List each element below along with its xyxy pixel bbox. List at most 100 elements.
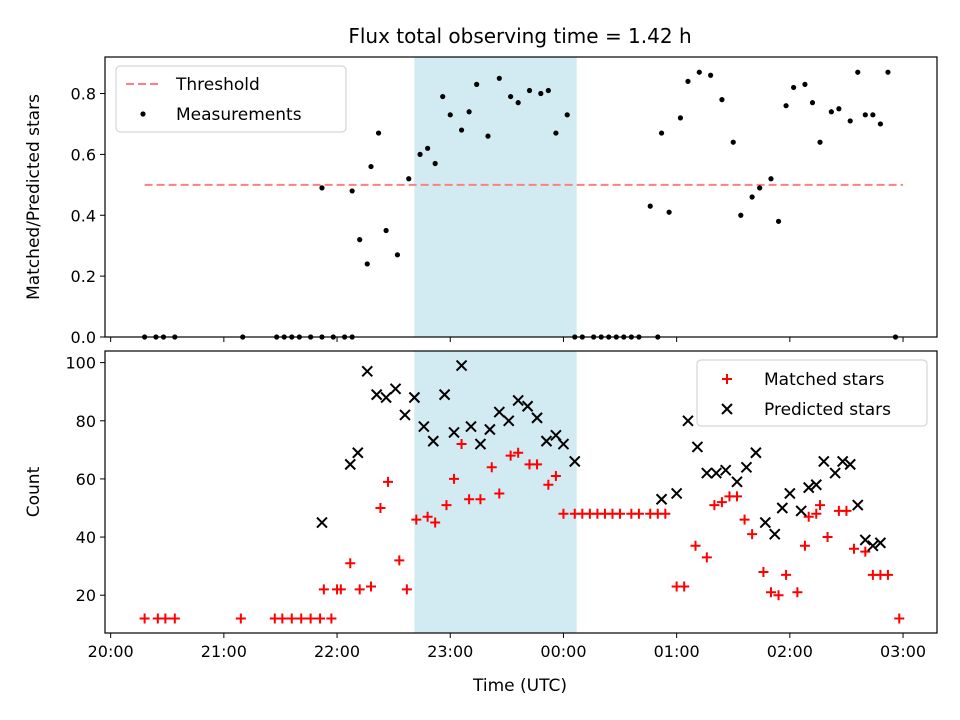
predicted-star-marker bbox=[569, 455, 581, 468]
predicted-star-marker bbox=[818, 455, 830, 468]
matched-star-marker bbox=[765, 587, 776, 598]
y-tick-label: 20 bbox=[76, 586, 96, 605]
top-panel: 0.0 0.2 0.4 0.6 0.8 Matched/Predicted stars Th… bbox=[24, 56, 938, 347]
matched-star-marker bbox=[394, 555, 405, 566]
measurement-point bbox=[425, 145, 431, 151]
matched-star-marker bbox=[660, 508, 671, 519]
measurement-point bbox=[349, 188, 355, 194]
x-tick-label: 22:00 bbox=[314, 642, 360, 661]
shaded-span bbox=[414, 57, 577, 337]
measurement-point bbox=[738, 212, 744, 218]
measurement-point bbox=[775, 218, 782, 224]
measurement-point bbox=[357, 237, 363, 243]
x-tick-label: 02:00 bbox=[767, 642, 813, 661]
measurement-point bbox=[757, 185, 763, 191]
measurement-point bbox=[658, 130, 665, 136]
legend: Matched stars Predicted stars bbox=[696, 359, 928, 427]
measurement-point bbox=[432, 160, 438, 167]
measurement-point bbox=[474, 81, 480, 87]
predicted-star-marker bbox=[691, 441, 704, 453]
predicted-star-marker bbox=[655, 493, 668, 505]
legend-measurement-swatch bbox=[140, 111, 146, 117]
x-tick-label: 23:00 bbox=[427, 642, 473, 661]
matched-star-marker bbox=[335, 584, 346, 595]
matched-star-marker bbox=[456, 439, 467, 450]
measurement-point bbox=[538, 90, 544, 97]
matched-star-marker bbox=[747, 529, 758, 540]
measurement-point bbox=[817, 139, 823, 145]
predicted-star-marker bbox=[829, 467, 841, 479]
measurement-point bbox=[526, 87, 533, 94]
predicted-star-marker bbox=[795, 505, 807, 517]
matched-star-marker bbox=[550, 471, 561, 482]
measurement-point bbox=[466, 109, 472, 115]
matched-star-marker bbox=[633, 508, 644, 519]
predicted-star-marker bbox=[740, 461, 753, 473]
matched-star-marker bbox=[375, 502, 386, 513]
measurement-point bbox=[406, 176, 412, 182]
y-axis-title: Count bbox=[24, 466, 44, 517]
predicted-star-marker bbox=[759, 516, 772, 529]
matched-star-marker bbox=[679, 581, 690, 592]
measurement-point bbox=[847, 118, 853, 124]
measurement-point bbox=[677, 115, 684, 121]
measurement-point bbox=[375, 130, 382, 136]
predicted-star-marker bbox=[682, 415, 694, 427]
matched-star-marker bbox=[315, 613, 326, 624]
chart-title: Flux total observing time = 1.42 h bbox=[348, 24, 691, 48]
legend-box bbox=[696, 359, 928, 427]
measurement-point bbox=[394, 252, 401, 258]
matched-star-marker bbox=[430, 517, 441, 528]
matched-star-marker bbox=[532, 459, 543, 470]
x-tick-label: 01:00 bbox=[654, 642, 700, 661]
matched-star-marker bbox=[366, 581, 377, 592]
measurement-point bbox=[791, 84, 797, 91]
axes-frame bbox=[104, 350, 938, 634]
matched-star-marker bbox=[235, 613, 246, 624]
predicted-star-marker bbox=[380, 391, 392, 404]
measurement-point bbox=[828, 109, 834, 115]
matched-star-marker bbox=[326, 613, 337, 624]
measurement-point bbox=[836, 106, 842, 112]
predicted-star-marker bbox=[493, 406, 506, 418]
measurement-point bbox=[802, 81, 808, 87]
predicted-star-marker bbox=[344, 458, 356, 471]
predicted-star-marker bbox=[438, 388, 451, 401]
matched-star-marker bbox=[822, 532, 833, 543]
matched-star-marker bbox=[815, 500, 826, 511]
predicted-star-marker bbox=[408, 391, 421, 404]
matched-star-marker bbox=[464, 494, 475, 505]
matched-star-marker bbox=[411, 514, 422, 525]
matched-star-marker bbox=[345, 558, 356, 569]
measurement-point bbox=[417, 151, 423, 157]
predicted-star-marker bbox=[474, 438, 487, 450]
predicted-star-marker bbox=[844, 458, 856, 471]
measurement-point bbox=[545, 87, 551, 94]
predicted-star-marker bbox=[531, 412, 543, 424]
predicted-star-marker bbox=[859, 534, 872, 546]
matched-star-marker bbox=[513, 447, 524, 458]
measurement-point bbox=[696, 69, 702, 75]
matched-star-marker bbox=[296, 613, 307, 624]
predicted-star-marker bbox=[867, 540, 879, 552]
predicted-star-marker bbox=[512, 394, 524, 407]
matched-star-marker bbox=[811, 508, 822, 519]
measurement-point bbox=[553, 130, 559, 136]
predicted-star-marker bbox=[719, 464, 732, 476]
predicted-star-marker bbox=[784, 487, 796, 500]
measurement-point bbox=[383, 227, 389, 234]
matched-star-marker bbox=[169, 613, 180, 624]
predicted-star-marker bbox=[557, 438, 570, 450]
measurement-point bbox=[885, 69, 891, 75]
predicted-star-marker bbox=[316, 516, 328, 529]
measurement-point bbox=[730, 139, 736, 145]
x-axis-title: Time (UTC) bbox=[472, 676, 567, 696]
matched-star-marker bbox=[494, 488, 505, 499]
matched-star-marker bbox=[505, 450, 516, 461]
matched-star-marker bbox=[716, 497, 727, 508]
predicted-star-marker bbox=[769, 528, 781, 540]
predicted-star-marker bbox=[670, 487, 683, 500]
matched-star-marker bbox=[354, 584, 365, 595]
y-tick-label: 0.2 bbox=[71, 267, 96, 286]
predicted-star-marker bbox=[836, 455, 849, 468]
